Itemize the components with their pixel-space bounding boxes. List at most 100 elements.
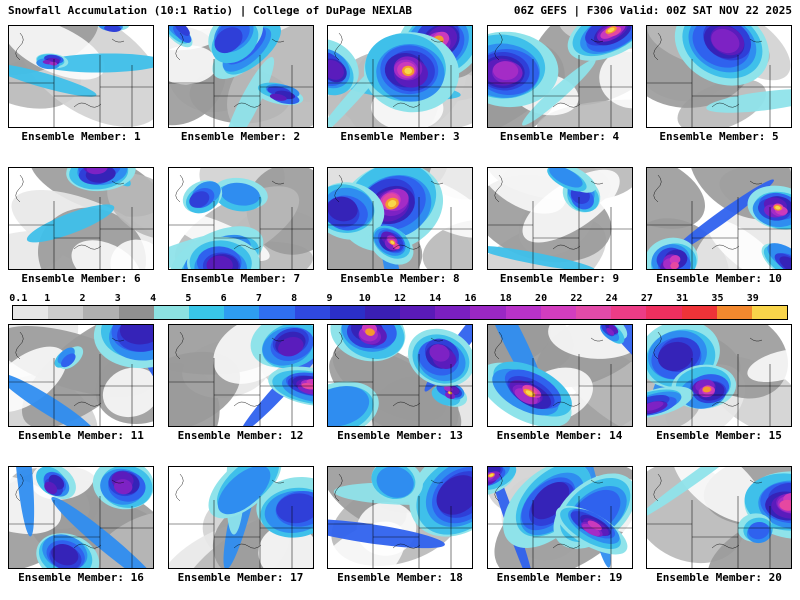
colorbar-segment <box>13 306 49 319</box>
map-frame <box>327 466 473 569</box>
colorbar-tick: 7 <box>255 293 262 304</box>
ensemble-member-label: Ensemble Member: 20 <box>656 571 782 584</box>
ensemble-panel: Ensemble Member: 10 <box>646 167 792 285</box>
map-border-line <box>590 479 603 484</box>
map-border-line <box>271 38 284 43</box>
ensemble-panel: Ensemble Member: 20 <box>646 466 792 584</box>
run-valid-title: 06Z GEFS | F306 Valid: 00Z SAT NOV 22 20… <box>513 4 792 17</box>
map-border-line <box>233 102 261 108</box>
ensemble-panel: Ensemble Member: 1 <box>8 25 154 143</box>
map-border-line <box>233 401 261 407</box>
map-border-line <box>175 331 183 360</box>
ensemble-panel: Ensemble Member: 15 <box>646 324 792 442</box>
colorbar-segment <box>716 306 752 319</box>
map-border-line <box>590 337 603 342</box>
ensemble-member-label: Ensemble Member: 2 <box>180 130 301 143</box>
ensemble-member-label: Ensemble Member: 3 <box>340 130 460 143</box>
colorbar-segment <box>224 306 260 319</box>
map-frame <box>646 324 792 427</box>
map-border-line <box>233 244 261 250</box>
map-frame <box>327 167 473 270</box>
colorbar-tick: 0.1 <box>9 293 28 304</box>
colorbar-tick: 27 <box>640 293 653 304</box>
ensemble-member-label: Ensemble Member: 8 <box>340 272 460 285</box>
colorbar-segment <box>329 306 365 319</box>
snowfall-map <box>486 167 633 270</box>
snowfall-map <box>8 167 154 270</box>
snowfall-map <box>486 324 633 427</box>
map-border-line <box>590 180 603 185</box>
map-border-line <box>430 479 444 484</box>
map-border-line <box>653 473 662 502</box>
map-frame <box>327 324 473 427</box>
ensemble-panel: Ensemble Member: 4 <box>486 25 633 143</box>
snowfall-map <box>486 25 633 128</box>
map-border-line <box>749 38 763 43</box>
map-border-line <box>711 401 740 407</box>
ensemble-member-label: Ensemble Member: 7 <box>180 272 301 285</box>
snowfall-map <box>486 466 633 569</box>
colorbar-segment <box>364 306 401 319</box>
colorbar-segment <box>153 306 189 319</box>
colorbar-segment <box>83 306 119 319</box>
snowfall-map <box>327 167 473 270</box>
ensemble-member-label: Ensemble Member: 13 <box>337 429 463 442</box>
map-frame <box>646 167 792 270</box>
map-border-line <box>15 174 24 203</box>
ensemble-member-label: Ensemble Member: 14 <box>496 429 623 442</box>
ensemble-row-2: Ensemble Member: 6 Ensemble Member: 7 Ense… <box>0 167 800 285</box>
map-frame <box>167 25 314 128</box>
ensemble-member-label: Ensemble Member: 19 <box>496 571 623 584</box>
colorbar-segment <box>435 306 471 319</box>
map-border-line <box>749 337 763 342</box>
map-border-line <box>111 38 125 43</box>
map-border-line <box>73 102 102 108</box>
map-border-line <box>271 180 284 185</box>
ensemble-panel: Ensemble Member: 19 <box>486 466 633 584</box>
colorbar-segment <box>118 306 154 319</box>
map-border-line <box>175 32 183 61</box>
ensemble-panel: Ensemble Member: 16 <box>8 466 154 584</box>
map-border-line <box>111 180 125 185</box>
map-frame <box>486 25 633 128</box>
colorbar-segment <box>505 306 541 319</box>
map-frame <box>646 25 792 128</box>
ensemble-member-label: Ensemble Member: 9 <box>499 272 620 285</box>
colorbar-segment <box>470 306 506 319</box>
colorbar-segment <box>400 306 436 319</box>
colorbar-tick: 39 <box>746 293 759 304</box>
map-border-line <box>392 102 421 108</box>
ensemble-panel: Ensemble Member: 13 <box>327 324 473 442</box>
snowfall-map <box>167 466 314 569</box>
map-border-line <box>653 331 662 360</box>
colorbar-tick: 24 <box>605 293 618 304</box>
ensemble-panel: Ensemble Member: 8 <box>327 167 473 285</box>
colorbar-gradient <box>12 305 788 320</box>
map-border-line <box>711 102 740 108</box>
ensemble-member-label: Ensemble Member: 17 <box>177 571 304 584</box>
colorbar-tick: 8 <box>291 293 298 304</box>
map-border-line <box>73 244 102 250</box>
snowfall-map <box>646 324 792 427</box>
snowfall-map <box>8 25 154 128</box>
map-border-line <box>334 174 343 203</box>
ensemble-member-label: Ensemble Member: 15 <box>656 429 782 442</box>
colorbar-segment <box>48 306 84 319</box>
map-border-line <box>15 473 24 502</box>
ensemble-row-3: Ensemble Member: 11 Ensemble Member: 12 En… <box>0 324 800 442</box>
colorbar: 0.1 1 2 3 4 5 6 7 8 9 10 12 14 16 18 20 22 24 27 31 35 39 <box>0 293 800 320</box>
ensemble-panel: Ensemble Member: 2 <box>167 25 314 143</box>
colorbar-tick: 12 <box>393 293 407 304</box>
ensemble-member-label: Ensemble Member: 1 <box>21 130 141 143</box>
snowfall-map <box>646 25 792 128</box>
ensemble-member-label: Ensemble Member: 5 <box>659 130 779 143</box>
colorbar-tick: 6 <box>220 293 227 304</box>
map-frame <box>486 167 633 270</box>
snowfall-map <box>327 466 473 569</box>
colorbar-tick: 35 <box>711 293 724 304</box>
map-border-line <box>430 337 444 342</box>
map-frame <box>486 324 633 427</box>
snowfall-map <box>646 466 792 569</box>
map-border-line <box>111 337 125 342</box>
